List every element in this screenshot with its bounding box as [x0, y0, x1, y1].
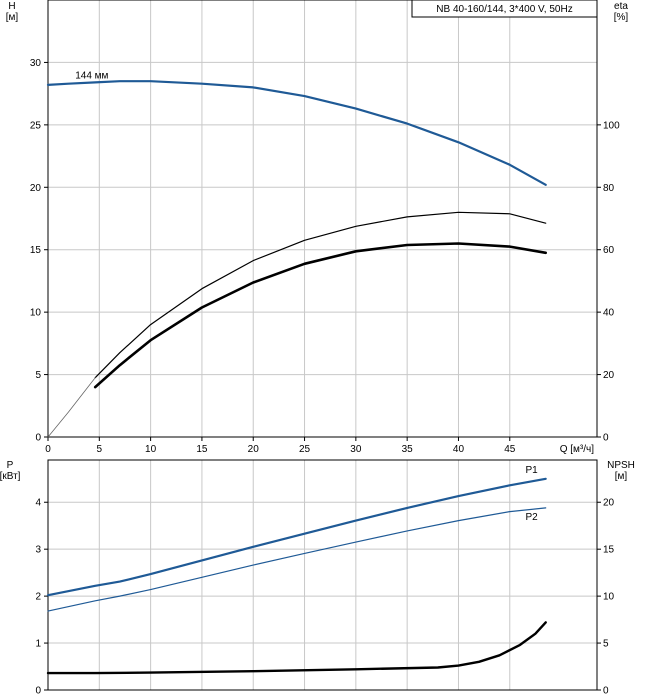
top-x-tick-label-40: 40: [453, 444, 465, 455]
top-xlabel: Q [м³/ч]: [560, 444, 595, 455]
top-right-tick-label-60: 60: [603, 245, 615, 256]
top-ylabel-left-1: [м]: [6, 12, 19, 23]
bottom-left-tick-label-2: 2: [35, 592, 41, 603]
bottom-ylabel-left-0: P: [7, 460, 14, 471]
bottom-right-tick-label-0: 0: [603, 686, 609, 697]
chart-title-box: [411, 0, 598, 18]
top-left-tick-label-20: 20: [30, 183, 42, 194]
top-left-tick-label-30: 30: [30, 58, 42, 69]
top-plot-frame: [47, 0, 598, 438]
top-series-line-2: [93, 242, 548, 389]
top-left-tick-label-15: 15: [30, 245, 42, 256]
bottom-left-tick-label-3: 3: [35, 545, 41, 556]
chart-title: NB 40-160/144, 3*400 V, 50Hz: [436, 4, 572, 15]
bottom-right-tick-label-10: 10: [603, 592, 615, 603]
top-x-tick-label-45: 45: [504, 444, 516, 455]
top-x-tick-label-35: 35: [402, 444, 414, 455]
top-left-tick-label-25: 25: [30, 120, 42, 131]
top-series-line-1: [94, 211, 547, 379]
top-right-tick-label-20: 20: [603, 370, 615, 381]
top-series-line-3: [47, 377, 96, 438]
top-x-tick-label-30: 30: [350, 444, 362, 455]
bottom-plot-frame: [47, 459, 598, 691]
top-series-line-0: [46, 80, 547, 186]
top-ylabel-left-0: H: [8, 1, 15, 12]
bottom-ylabel-right-1: [м]: [615, 471, 628, 482]
top-ylabel-right-1: [%]: [614, 12, 629, 23]
bottom-series-line-1: [47, 507, 547, 612]
bottom-ylabel-right-0: NPSH: [607, 460, 635, 471]
bottom-left-tick-label-4: 4: [35, 498, 41, 509]
bottom-series-line-2: [46, 621, 547, 675]
bottom-left-tick-label-1: 1: [35, 639, 41, 650]
top-series-label-0: 144 мм: [75, 70, 108, 81]
top-right-tick-label-40: 40: [603, 308, 615, 319]
bottom-right-tick-label-5: 5: [603, 639, 609, 650]
bottom-series-line-0: [46, 477, 547, 597]
top-right-tick-label-80: 80: [603, 183, 615, 194]
top-x-tick-label-25: 25: [299, 444, 311, 455]
top-left-tick-label-0: 0: [35, 433, 41, 444]
top-right-tick-label-0: 0: [603, 433, 609, 444]
top-x-tick-label-0: 0: [45, 444, 51, 455]
bottom-ylabel-left-1: [кВт]: [0, 471, 21, 482]
top-left-tick-label-10: 10: [30, 308, 42, 319]
top-x-tick-label-10: 10: [145, 444, 157, 455]
bottom-series-label-1: P2: [525, 512, 538, 523]
top-x-tick-label-15: 15: [196, 444, 208, 455]
bottom-right-tick-label-15: 15: [603, 545, 615, 556]
bottom-series-label-0: P1: [525, 465, 538, 476]
bottom-right-tick-label-20: 20: [603, 498, 615, 509]
bottom-left-tick-label-0: 0: [35, 686, 41, 697]
top-right-tick-label-100: 100: [603, 120, 620, 131]
top-x-tick-label-20: 20: [248, 444, 260, 455]
top-x-tick-label-5: 5: [97, 444, 103, 455]
top-ylabel-right-0: eta: [614, 1, 628, 12]
top-left-tick-label-5: 5: [35, 370, 41, 381]
